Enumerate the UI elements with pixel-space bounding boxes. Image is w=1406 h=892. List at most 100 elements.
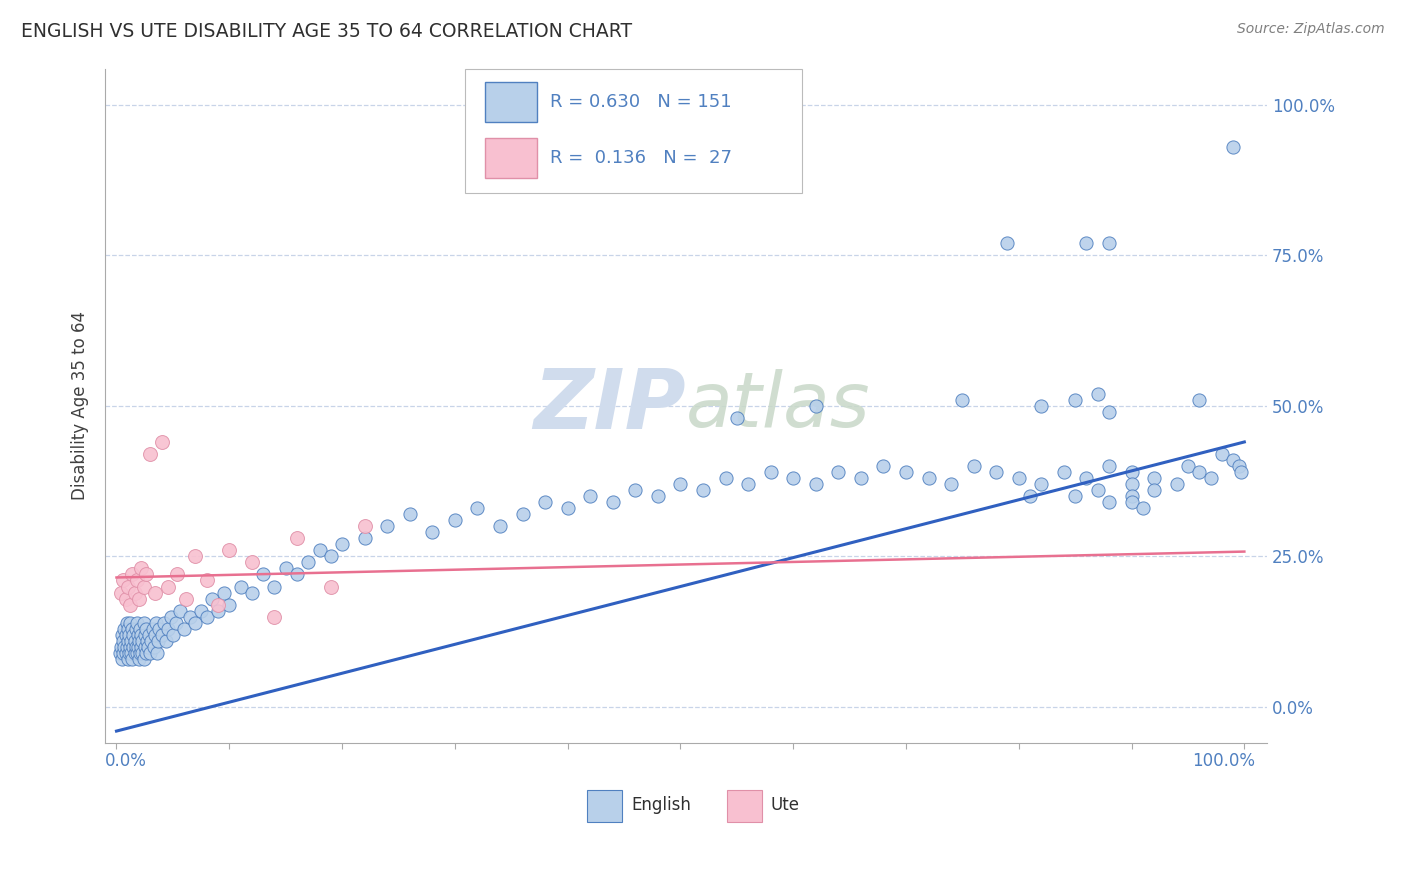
Point bbox=[1087, 386, 1109, 401]
Point bbox=[121, 622, 143, 636]
Point bbox=[176, 591, 198, 606]
Point bbox=[207, 604, 229, 618]
Point bbox=[139, 646, 162, 660]
Point bbox=[939, 477, 962, 491]
Point bbox=[1064, 392, 1087, 407]
Point bbox=[285, 532, 308, 546]
Point bbox=[128, 652, 150, 666]
Point bbox=[849, 471, 872, 485]
Point bbox=[117, 652, 139, 666]
Point bbox=[121, 567, 143, 582]
Point bbox=[963, 458, 986, 473]
Point bbox=[122, 640, 145, 654]
Point bbox=[124, 633, 146, 648]
Point bbox=[184, 615, 207, 630]
Point bbox=[285, 567, 308, 582]
Point bbox=[489, 519, 512, 533]
Point bbox=[108, 646, 131, 660]
Point bbox=[166, 567, 188, 582]
Point bbox=[117, 633, 139, 648]
Point bbox=[115, 640, 138, 654]
Point bbox=[1121, 495, 1143, 509]
Text: 0.0%: 0.0% bbox=[105, 752, 148, 770]
Point bbox=[135, 622, 157, 636]
Point bbox=[112, 640, 135, 654]
Point bbox=[127, 628, 149, 642]
Point bbox=[142, 622, 165, 636]
Point bbox=[112, 574, 135, 588]
Point bbox=[950, 392, 973, 407]
Point bbox=[1019, 489, 1042, 503]
Point bbox=[252, 567, 274, 582]
Point bbox=[1076, 236, 1098, 251]
Point bbox=[218, 543, 240, 558]
Point bbox=[1098, 495, 1121, 509]
Point bbox=[129, 646, 152, 660]
Point bbox=[444, 513, 467, 527]
Point bbox=[125, 615, 148, 630]
Point bbox=[1076, 471, 1098, 485]
Point bbox=[917, 471, 939, 485]
Point bbox=[155, 633, 177, 648]
Point bbox=[118, 646, 141, 660]
Point bbox=[1121, 465, 1143, 479]
Point bbox=[1121, 489, 1143, 503]
Point bbox=[114, 628, 136, 642]
Point bbox=[207, 598, 229, 612]
Point bbox=[1143, 483, 1166, 497]
Point bbox=[117, 580, 139, 594]
Point bbox=[669, 477, 692, 491]
Point bbox=[157, 580, 180, 594]
Point bbox=[150, 628, 173, 642]
Point bbox=[115, 615, 138, 630]
Point bbox=[229, 580, 252, 594]
Point bbox=[125, 646, 148, 660]
Point bbox=[128, 591, 150, 606]
Point bbox=[263, 580, 285, 594]
Point bbox=[148, 622, 170, 636]
Point bbox=[579, 489, 602, 503]
Point bbox=[131, 646, 153, 660]
Point bbox=[330, 537, 353, 551]
Point bbox=[132, 652, 155, 666]
Point bbox=[143, 628, 166, 642]
Point bbox=[512, 507, 534, 521]
Point bbox=[1199, 471, 1222, 485]
Point bbox=[1177, 458, 1199, 473]
Point bbox=[1230, 465, 1253, 479]
Point bbox=[692, 483, 714, 497]
Point bbox=[112, 622, 135, 636]
Point bbox=[131, 561, 153, 575]
Point bbox=[420, 525, 443, 540]
Point bbox=[117, 622, 139, 636]
Point bbox=[135, 567, 157, 582]
Point bbox=[138, 628, 160, 642]
Point bbox=[1087, 483, 1109, 497]
Point bbox=[110, 640, 132, 654]
Point bbox=[118, 628, 141, 642]
Point bbox=[124, 622, 146, 636]
Point bbox=[1222, 453, 1244, 467]
Point bbox=[986, 465, 1008, 479]
Point bbox=[190, 604, 212, 618]
Point bbox=[319, 580, 342, 594]
Point bbox=[557, 501, 579, 516]
Point bbox=[131, 628, 153, 642]
Point bbox=[218, 598, 240, 612]
Point bbox=[1053, 465, 1076, 479]
Point bbox=[121, 652, 143, 666]
Point bbox=[353, 519, 375, 533]
Point bbox=[114, 591, 136, 606]
Point bbox=[1222, 140, 1244, 154]
Point bbox=[263, 609, 285, 624]
Point bbox=[1098, 405, 1121, 419]
Point bbox=[128, 633, 150, 648]
Text: English: English bbox=[631, 797, 692, 814]
Point bbox=[124, 585, 146, 599]
Point bbox=[1098, 458, 1121, 473]
Point bbox=[173, 622, 195, 636]
Point bbox=[602, 495, 624, 509]
Point bbox=[118, 615, 141, 630]
Point bbox=[145, 615, 167, 630]
Point bbox=[131, 640, 153, 654]
